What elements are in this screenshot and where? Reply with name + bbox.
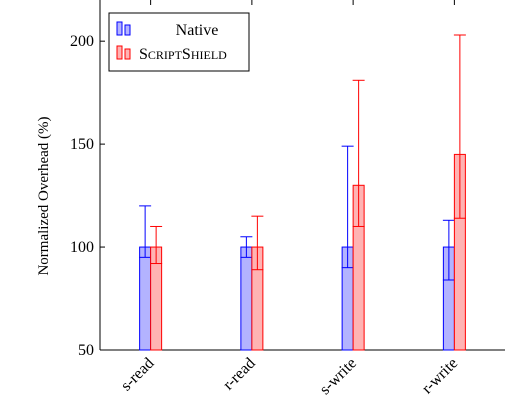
plot-area: 50 100 150 200 s-read r-read s-write r-write Nat… (70, 0, 505, 398)
legend-label: SCRIPTSHIELD (139, 46, 227, 63)
y-tick-label: 50 (78, 342, 94, 359)
x-tick-label: r-read (220, 355, 259, 394)
y-tick-label: 200 (70, 33, 94, 50)
legend-swatch (124, 48, 131, 60)
bar-native (240, 246, 253, 351)
y-tick-label: 100 (70, 239, 94, 256)
legend-swatch (124, 24, 131, 36)
legend-swatch (116, 45, 123, 60)
x-tick-label: s-write (317, 355, 360, 398)
y-tick-label: 150 (70, 136, 94, 153)
x-tick-label: s-read (118, 355, 158, 395)
x-tick-label: r-write (419, 355, 462, 398)
bar-native (139, 246, 152, 351)
legend-swatch (116, 21, 123, 36)
y-axis-label: Normalized Overhead (%) (36, 116, 52, 275)
legend-label: Native (176, 22, 219, 39)
legend-box (108, 12, 250, 72)
